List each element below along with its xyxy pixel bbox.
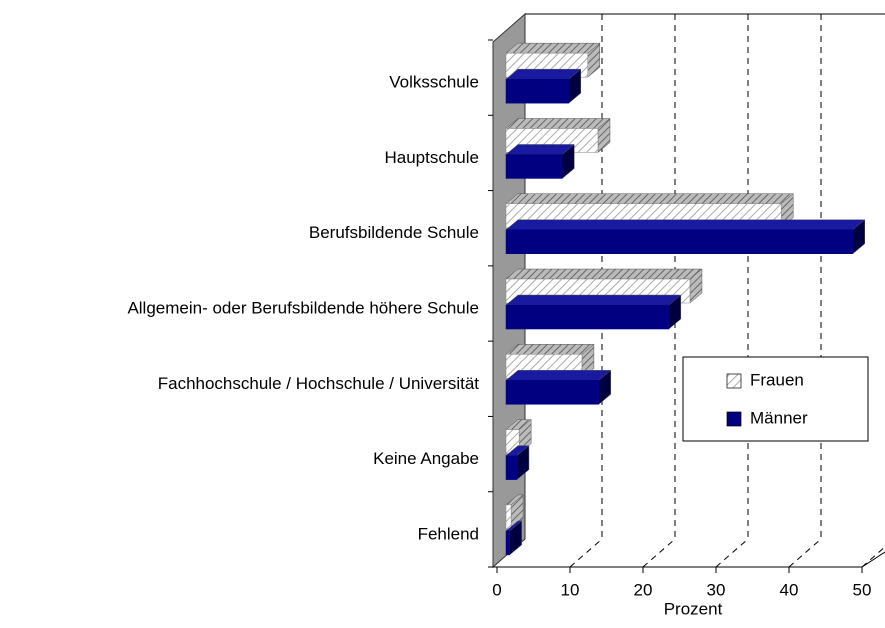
y-tick-label: Berufsbildende Schule (309, 223, 479, 242)
legend-box (682, 356, 869, 442)
legend-swatch (726, 373, 742, 389)
grid-line (861, 546, 885, 568)
bar-top (505, 294, 682, 306)
y-tick-label: Fehlend (418, 524, 479, 543)
bar (505, 219, 866, 255)
bar (505, 520, 523, 556)
grid-line (788, 538, 822, 568)
bar (505, 369, 612, 405)
legend-label: Frauen (750, 370, 804, 389)
floor-edge (493, 551, 885, 568)
bar-top (505, 370, 612, 381)
y-tick-label: Keine Angabe (373, 449, 479, 468)
x-tick-label: 40 (780, 580, 799, 599)
bar (505, 294, 682, 330)
grid-line (569, 538, 603, 568)
y-tick-label: Volksschule (389, 73, 479, 92)
bar-front (505, 229, 853, 254)
bar-front (505, 154, 563, 179)
legend: Frauen Männer (682, 356, 869, 442)
bar-front (505, 455, 518, 480)
bar-top (505, 42, 601, 54)
y-tick-label: Hauptschule (384, 148, 479, 167)
y-tick-label: Allgemein- oder Berufsbildende höhere Sc… (127, 299, 479, 318)
bar-top (505, 219, 866, 230)
bar (505, 68, 582, 104)
bar-top (505, 118, 611, 129)
bar-front (505, 78, 570, 104)
bar (505, 445, 530, 481)
legend-swatch (726, 411, 742, 427)
x-tick-label: 20 (634, 580, 653, 599)
bar-top (505, 193, 794, 204)
x-tick-label: 50 (853, 580, 872, 599)
bar-front (505, 380, 599, 405)
bar-top (505, 268, 703, 280)
x-tick-label: 0 (492, 580, 501, 599)
x-axis-label: Prozent (664, 599, 723, 618)
bar-top (505, 68, 582, 80)
bar-front (505, 530, 510, 556)
bar (505, 143, 575, 179)
bar-front (505, 304, 670, 330)
grid-line (715, 538, 749, 568)
bar-top (505, 344, 595, 355)
y-tick-label: Fachhochschule / Hochschule / Universitä… (158, 374, 480, 393)
bar-front (505, 504, 512, 530)
grid-line (642, 538, 676, 568)
x-tick-label: 10 (561, 580, 580, 599)
x-tick-label: 30 (707, 580, 726, 599)
legend-label: Männer (750, 408, 808, 427)
bar (505, 494, 524, 530)
